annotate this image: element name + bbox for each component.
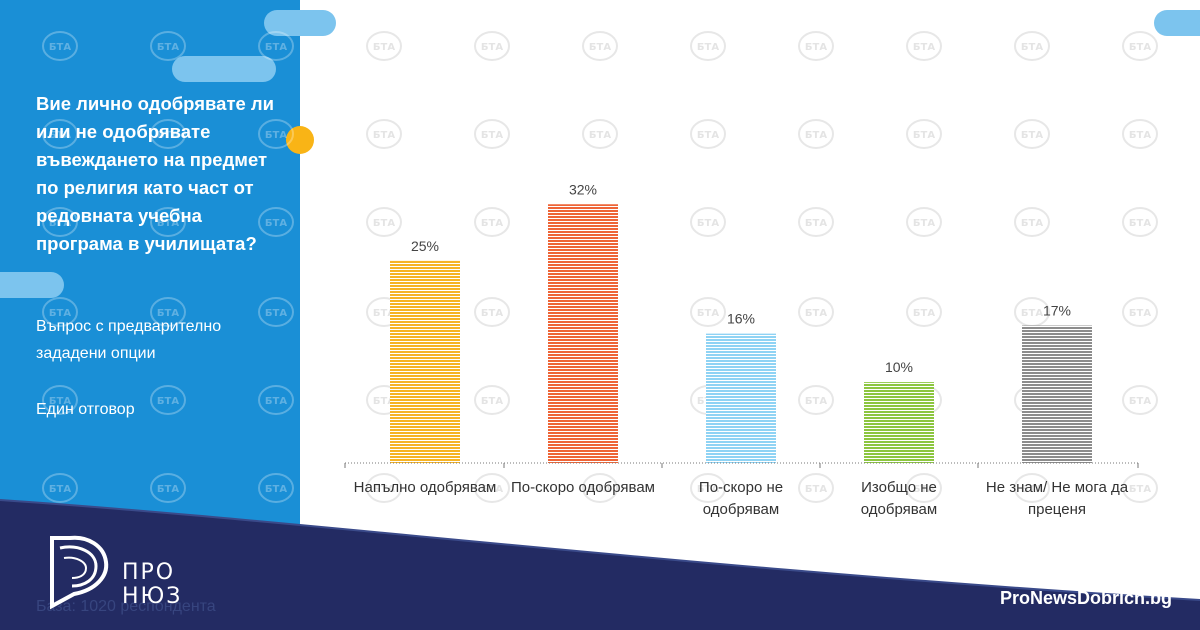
bar	[390, 260, 460, 463]
pronews-logo: ПРО НЮЗ	[44, 532, 244, 612]
logo-text-nyuz: НЮЗ	[122, 584, 183, 609]
category-label: преценя	[1028, 501, 1086, 518]
bar	[706, 333, 776, 463]
bar	[1022, 325, 1092, 463]
survey-question: Вие лично одобрявате ли или не одобряват…	[36, 93, 275, 254]
data-label: 10%	[885, 359, 913, 375]
data-label: 17%	[1043, 303, 1071, 319]
category-label: По-скоро не	[699, 479, 783, 496]
logo-swirl-icon	[50, 535, 109, 610]
decor-pill	[0, 272, 64, 298]
site-name: ProNewsDobrich.bg	[999, 588, 1172, 608]
data-label: 16%	[727, 311, 755, 327]
category-label: Изобщо не	[861, 479, 937, 496]
category-label: По-скоро одобрявам	[511, 479, 655, 496]
decor-pill	[1154, 10, 1200, 36]
respondents-note: База: 1020 респондента	[36, 598, 216, 615]
accent-dot	[286, 126, 314, 154]
category-label: Напълно одобрявам	[354, 479, 497, 496]
question-type: Въпрос с предварително зададени опции	[36, 318, 222, 362]
decor-pill	[264, 10, 336, 36]
category-label: одобрявам	[703, 501, 779, 518]
category-label: одобрявам	[861, 501, 937, 518]
bar	[548, 204, 618, 463]
decor-pill	[172, 56, 276, 82]
bar	[864, 382, 934, 463]
data-label: 32%	[569, 181, 597, 197]
answer-mode: Един отговор	[36, 401, 135, 418]
data-label: 25%	[411, 238, 439, 254]
category-label: Не знам/ Не мога да	[986, 479, 1129, 496]
logo-text-pro: ПРО	[122, 560, 176, 585]
footer-band	[0, 499, 1200, 630]
bar-chart: 25% Напълно одобрявам 32% По-скоро одобрява…	[344, 181, 1139, 518]
